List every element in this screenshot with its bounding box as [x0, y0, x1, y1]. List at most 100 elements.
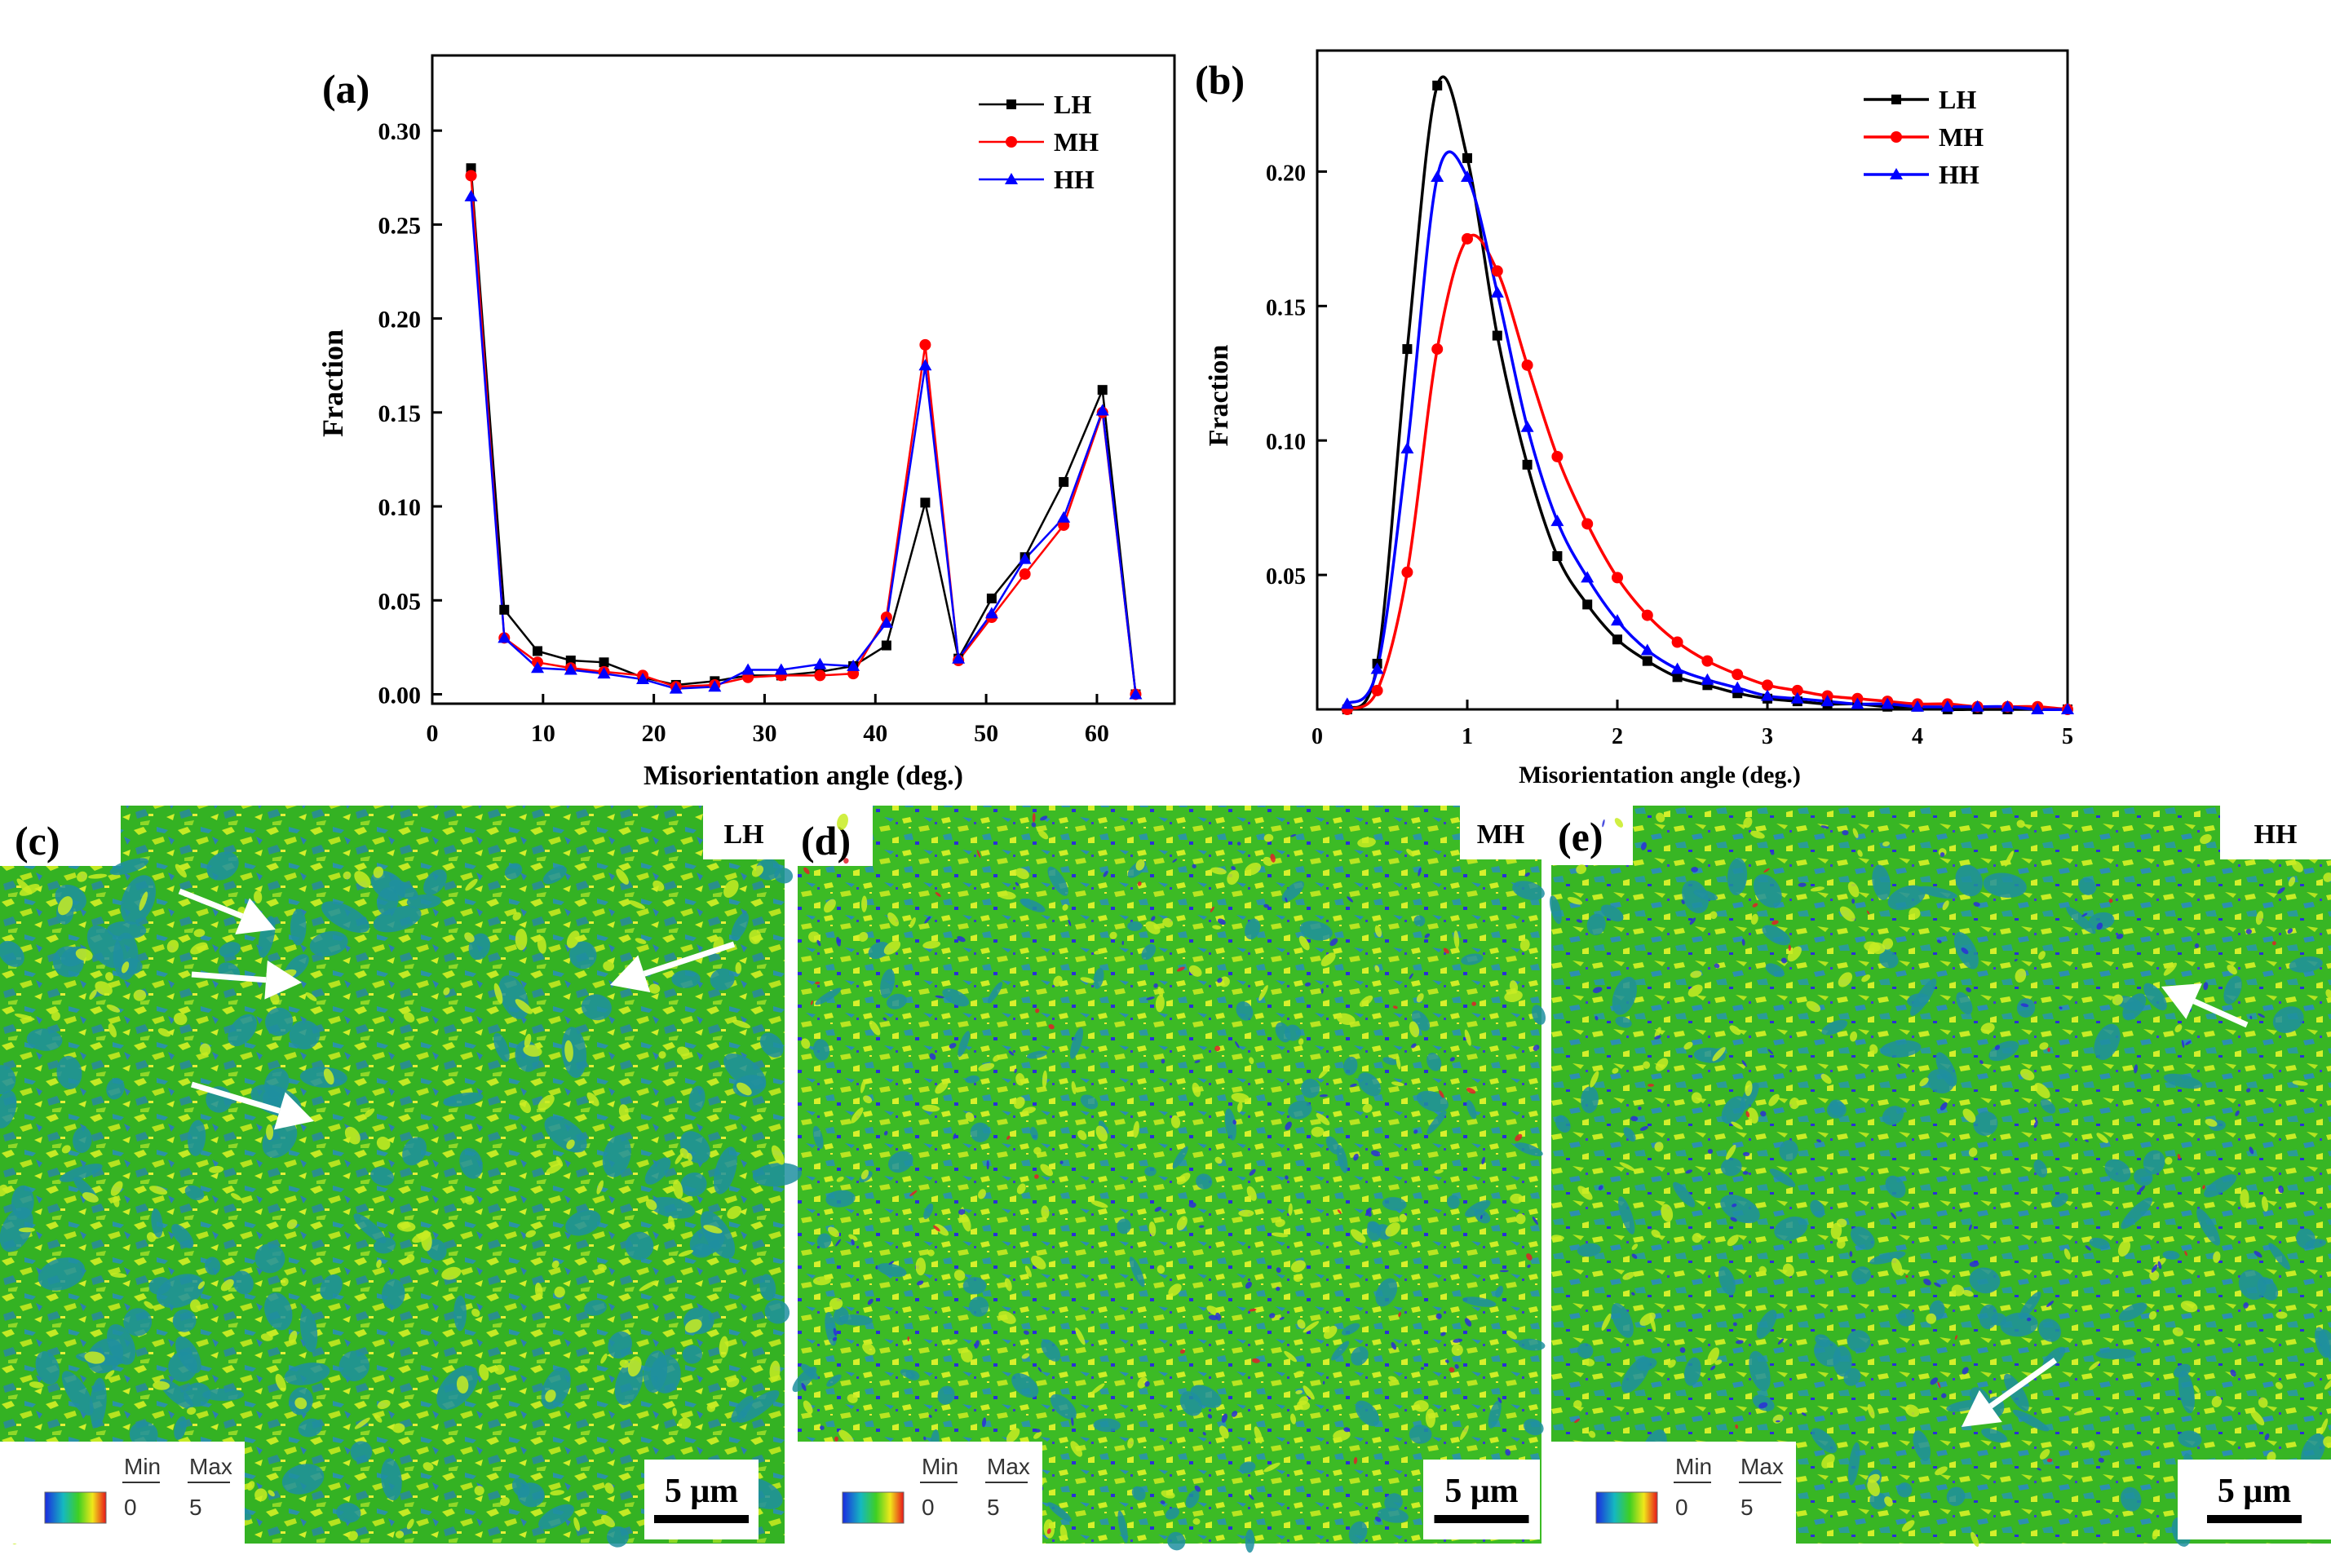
arrow-head [2161, 983, 2202, 1019]
data-point-HH [847, 659, 860, 671]
map-e-label-box [1541, 795, 1633, 865]
legend-max-value: 5 [987, 1495, 1000, 1520]
scale-bar-box [644, 1460, 759, 1539]
data-point-MH [814, 669, 826, 682]
data-point-LH [1492, 330, 1502, 341]
data-point-HH [1400, 442, 1414, 454]
map-sample-label: LH [723, 819, 763, 850]
data-point-HH [564, 663, 577, 675]
data-point-MH [1791, 684, 1803, 696]
map-d-blue-specks [801, 815, 1540, 1539]
data-point-LH [1432, 80, 1443, 91]
legend-label-LH: LH [1054, 90, 1091, 119]
data-point-HH [464, 189, 478, 201]
data-point-HH [2001, 700, 2015, 712]
map-panel-d: (d) [798, 806, 1541, 1544]
scale-bar [2207, 1515, 2302, 1523]
legend-label-HH: HH [1054, 165, 1095, 194]
data-point-HH [1550, 515, 1564, 527]
map-color-legend-box [798, 1442, 1042, 1544]
arrow-shaft [178, 888, 244, 919]
map-sample-label-box [703, 806, 785, 859]
data-point-HH [918, 359, 932, 371]
data-point-MH [1701, 655, 1714, 667]
scale-bar-label: 5 μm [2218, 1473, 2291, 1510]
map-color-bar [1595, 1491, 1658, 1524]
x-tick-label: 0 [1311, 724, 1323, 749]
legend-min-value: 0 [1675, 1495, 1688, 1520]
data-point-HH [1340, 697, 1354, 709]
data-point-HH [597, 667, 611, 679]
data-point-LH [499, 604, 510, 615]
map-color-bar [842, 1491, 905, 1524]
legend-min-label: Min [922, 1454, 958, 1479]
data-point-HH [741, 663, 755, 675]
data-point-HH [879, 616, 893, 628]
map-color-legend-box [1551, 1442, 1796, 1544]
y-tick-label: 0.20 [378, 307, 422, 333]
data-point-MH [1581, 518, 1594, 530]
data-point-LH [599, 657, 609, 668]
y-tick-label: 0.20 [1266, 161, 1306, 186]
data-point-LH [533, 646, 543, 656]
x-tick-label: 3 [1762, 724, 1773, 749]
data-point-HH [952, 651, 966, 664]
data-point-LH [1097, 385, 1108, 395]
data-point-MH [1491, 265, 1503, 277]
data-point-HH [1820, 695, 1834, 707]
map-sample-label-box [2220, 806, 2331, 859]
y-tick-label: 0.25 [378, 212, 422, 239]
data-point-LH [1612, 634, 1622, 645]
y-tick-label: 0.10 [378, 494, 422, 521]
data-point-LH [1059, 477, 1069, 488]
data-point-LH [1552, 551, 1563, 562]
data-point-HH [2061, 703, 2074, 714]
data-point-HH [1611, 614, 1624, 626]
kam-map-image-d [798, 806, 1541, 1544]
data-point-MH [1641, 609, 1653, 621]
data-point-HH [1095, 404, 1109, 416]
map-d-red-specks [803, 813, 1533, 1535]
data-point-LH [920, 497, 931, 508]
legend-min-label: Min [124, 1454, 161, 1479]
data-point-HH [1731, 681, 1745, 693]
map-sample-label-box [1460, 806, 1541, 859]
arrow-shaft [1988, 1358, 2058, 1409]
series-line-MH [1346, 233, 2068, 711]
arrow-head [610, 955, 651, 993]
data-point-HH [1670, 662, 1684, 674]
legend-max-value: 5 [1741, 1495, 1754, 1520]
data-point-HH [813, 657, 827, 669]
data-point-HH [708, 680, 722, 692]
series-line-MH [470, 175, 1137, 695]
x-axis-title-b: Misorientation angle (deg.) [1519, 762, 1801, 788]
arrow-head [235, 898, 276, 935]
data-point-HH [1940, 700, 1954, 712]
map-d-dark-regions [792, 860, 1546, 1553]
scale-bar-label: 5 μm [665, 1473, 738, 1510]
data-point-HH [1581, 571, 1595, 583]
panel-c-label: (c) [15, 818, 60, 864]
legend-max-label: Max [189, 1454, 232, 1479]
data-point-HH [774, 663, 788, 675]
data-point-LH [1522, 459, 1533, 470]
legend-min-value: 0 [124, 1495, 137, 1520]
scale-bar [1434, 1515, 1529, 1523]
data-point-HH [1129, 687, 1143, 700]
data-point-HH [636, 673, 650, 685]
data-point-HH [531, 661, 545, 674]
x-tick-label: 40 [863, 720, 887, 747]
data-point-HH [1911, 700, 1924, 712]
data-point-MH [1612, 572, 1623, 584]
plot-b-frame [1316, 49, 2069, 711]
panel-a-label: (a) [322, 66, 369, 112]
scale-bar-box [2178, 1460, 2331, 1539]
data-point-HH [1761, 689, 1774, 701]
map-sample-label: HH [2254, 819, 2298, 850]
x-tick-label: 0 [427, 720, 439, 747]
legend-label-LH: LH [1939, 85, 1976, 114]
data-point-HH [1461, 170, 1474, 183]
legend-max-label: Max [1741, 1454, 1784, 1479]
y-tick-label: 0.30 [378, 118, 422, 145]
